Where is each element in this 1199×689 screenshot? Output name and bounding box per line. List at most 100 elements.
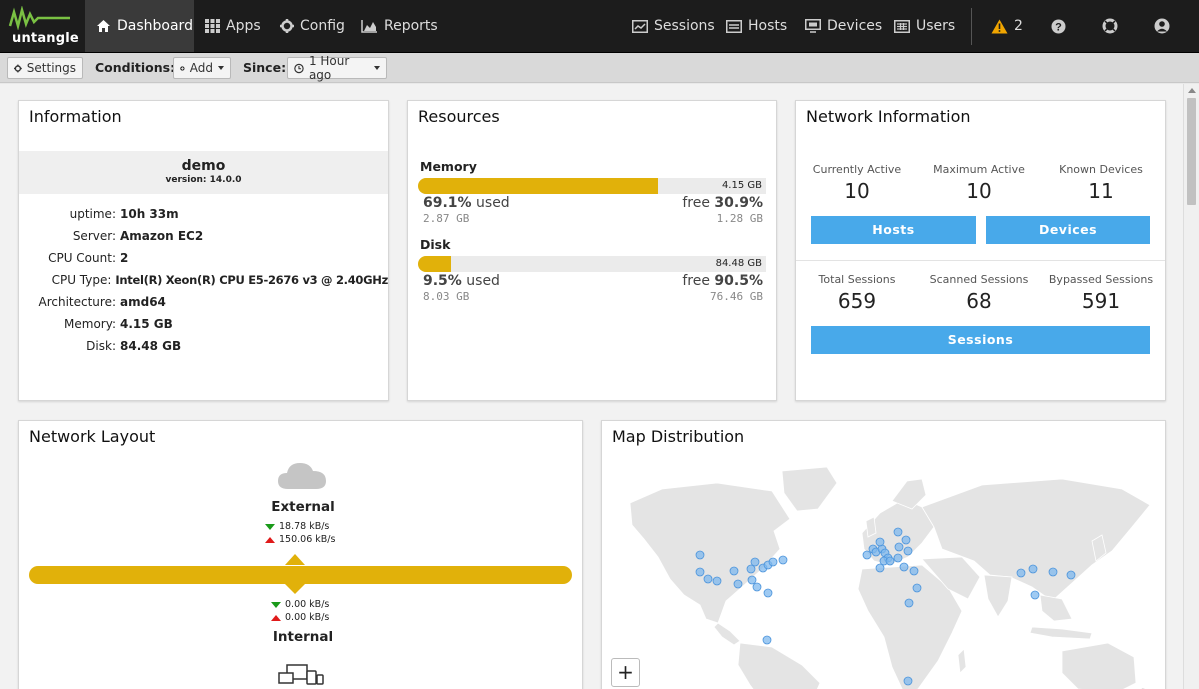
nav-hosts-label: Hosts <box>748 18 788 34</box>
memory-free-size: 1.28 GB <box>716 212 763 225</box>
help-icon: ? <box>1051 19 1066 33</box>
internal-download-rate: 0.00 kB/s <box>271 599 329 610</box>
download-arrow-icon <box>265 523 275 530</box>
nav-devices-label: Devices <box>827 18 883 34</box>
settings-button[interactable]: Settings <box>7 57 83 79</box>
stat-bypassed-sessions: Bypassed Sessions 591 <box>1040 273 1162 313</box>
info-key: Memory: <box>64 317 116 331</box>
external-upload-value: 150.06 kB/s <box>279 534 336 545</box>
map-zoom-in-button[interactable]: + <box>611 658 640 687</box>
world-map[interactable] <box>622 461 1152 689</box>
nav-sessions-label: Sessions <box>654 18 715 34</box>
information-widget: Information demo version: 14.0.0 uptime:… <box>18 100 389 401</box>
clock-icon <box>294 63 304 73</box>
help-button[interactable]: ? <box>1051 0 1066 52</box>
map-distribution-title: Map Distribution <box>612 427 745 446</box>
dashboard-main: Information demo version: 14.0.0 uptime:… <box>0 84 1183 689</box>
internal-upload-value: 0.00 kB/s <box>285 612 330 623</box>
stat-value: 591 <box>1081 289 1121 313</box>
nav-config-label: Config <box>300 18 345 34</box>
nav-config[interactable]: Config <box>280 0 345 52</box>
stat-total-sessions: Total Sessions 659 <box>796 273 918 313</box>
info-value: 84.48 GB <box>120 339 182 353</box>
information-title: Information <box>29 107 122 126</box>
disk-free-pct: 90.5% <box>714 273 763 289</box>
info-value: amd64 <box>120 295 166 309</box>
since-label: Since: <box>243 60 287 75</box>
info-key: uptime: <box>69 207 116 221</box>
download-arrow-icon <box>271 601 281 608</box>
memory-free: free 30.9% <box>682 195 763 211</box>
nav-apps-label: Apps <box>226 18 261 34</box>
info-row-memory: Memory: 4.15 GB <box>19 317 388 339</box>
internal-download-value: 0.00 kB/s <box>285 599 330 610</box>
stat-label: Total Sessions <box>818 273 896 286</box>
network-layout-title: Network Layout <box>29 427 156 446</box>
nav-dashboard-label: Dashboard <box>117 18 193 34</box>
info-row-uptime: uptime: 10h 33m <box>19 207 388 229</box>
stat-label: Bypassed Sessions <box>1048 273 1154 286</box>
nav-reports[interactable]: Reports <box>361 0 438 52</box>
external-label: External <box>271 499 335 515</box>
server-header: demo version: 14.0.0 <box>19 151 388 194</box>
nav-apps[interactable]: Apps <box>205 0 261 52</box>
network-information-title: Network Information <box>806 107 971 126</box>
resources-title: Resources <box>418 107 500 126</box>
stat-scanned-sessions: Scanned Sessions 68 <box>918 273 1040 313</box>
external-upload-rate: 150.06 kB/s <box>265 534 335 545</box>
server-version: version: 14.0.0 <box>165 175 242 185</box>
life-ring-icon <box>1102 18 1118 34</box>
plus-circle-icon <box>180 65 185 71</box>
user-circle-icon <box>1154 18 1170 34</box>
disk-free-size: 76.46 GB <box>710 290 763 303</box>
account-button[interactable] <box>1154 0 1170 52</box>
svg-text:?: ? <box>1055 21 1062 33</box>
external-download-rate: 18.78 kB/s <box>265 521 329 532</box>
users-icon <box>894 19 910 33</box>
network-bus-bar <box>29 566 572 584</box>
untangle-logo[interactable]: untangle <box>8 5 79 46</box>
disk-free-word: free <box>682 273 710 289</box>
support-button[interactable] <box>1102 0 1118 52</box>
nav-devices[interactable]: Devices <box>805 0 882 52</box>
disk-used-word: used <box>466 273 500 289</box>
info-value: 10h 33m <box>120 207 179 221</box>
since-dropdown[interactable]: 1 Hour ago <box>287 54 387 82</box>
add-condition-button[interactable]: Add <box>173 57 231 79</box>
nav-users-label: Users <box>916 18 956 34</box>
info-value: Amazon EC2 <box>120 229 204 243</box>
network-information-widget: Network Information Currently Active 10 … <box>795 100 1166 401</box>
nav-reports-label: Reports <box>384 18 438 34</box>
disk-label: Disk <box>420 237 451 252</box>
server-details: uptime: 10h 33m Server: Amazon EC2 CPU Cou… <box>19 207 388 361</box>
info-key: CPU Type: <box>51 273 112 287</box>
nav-users[interactable]: Users <box>894 0 955 52</box>
memory-total: 4.15 GB <box>721 180 762 191</box>
alerts-button[interactable]: 2 <box>991 0 1023 52</box>
nav-dashboard[interactable]: Dashboard <box>85 0 194 52</box>
stat-value: 11 <box>1088 179 1114 203</box>
map-distribution-widget: Map Distribution <box>601 420 1166 689</box>
memory-used-word: used <box>476 195 510 211</box>
scroll-thumb[interactable] <box>1187 98 1196 205</box>
info-row-cpu-type: CPU Type: Intel(R) Xeon(R) CPU E5-2676 v3… <box>19 273 389 295</box>
nav-hosts[interactable]: Hosts <box>726 0 787 52</box>
warning-icon <box>991 19 1008 33</box>
disk-usage-bar: 84.48 GB <box>418 256 766 272</box>
hosts-button[interactable]: Hosts <box>811 216 976 244</box>
alerts-count: 2 <box>1014 18 1023 34</box>
page-scrollbar[interactable] <box>1183 84 1199 689</box>
nav-sessions[interactable]: Sessions <box>632 0 715 52</box>
sessions-button[interactable]: Sessions <box>811 326 1150 354</box>
network-layout-widget: Network Layout External 18.78 kB/s 150.0… <box>18 420 583 689</box>
info-key: Architecture: <box>38 295 116 309</box>
scroll-up-arrow-icon[interactable] <box>1188 88 1196 93</box>
stat-currently-active: Currently Active 10 <box>796 163 918 203</box>
memory-free-pct: 30.9% <box>714 195 763 211</box>
memory-usage-bar: 4.15 GB <box>418 178 766 194</box>
stat-label: Scanned Sessions <box>929 273 1029 286</box>
disk-usage-fill <box>418 256 452 272</box>
memory-label: Memory <box>420 159 477 174</box>
devices-button[interactable]: Devices <box>986 216 1150 244</box>
info-row-cpu-count: CPU Count: 2 <box>19 251 388 273</box>
